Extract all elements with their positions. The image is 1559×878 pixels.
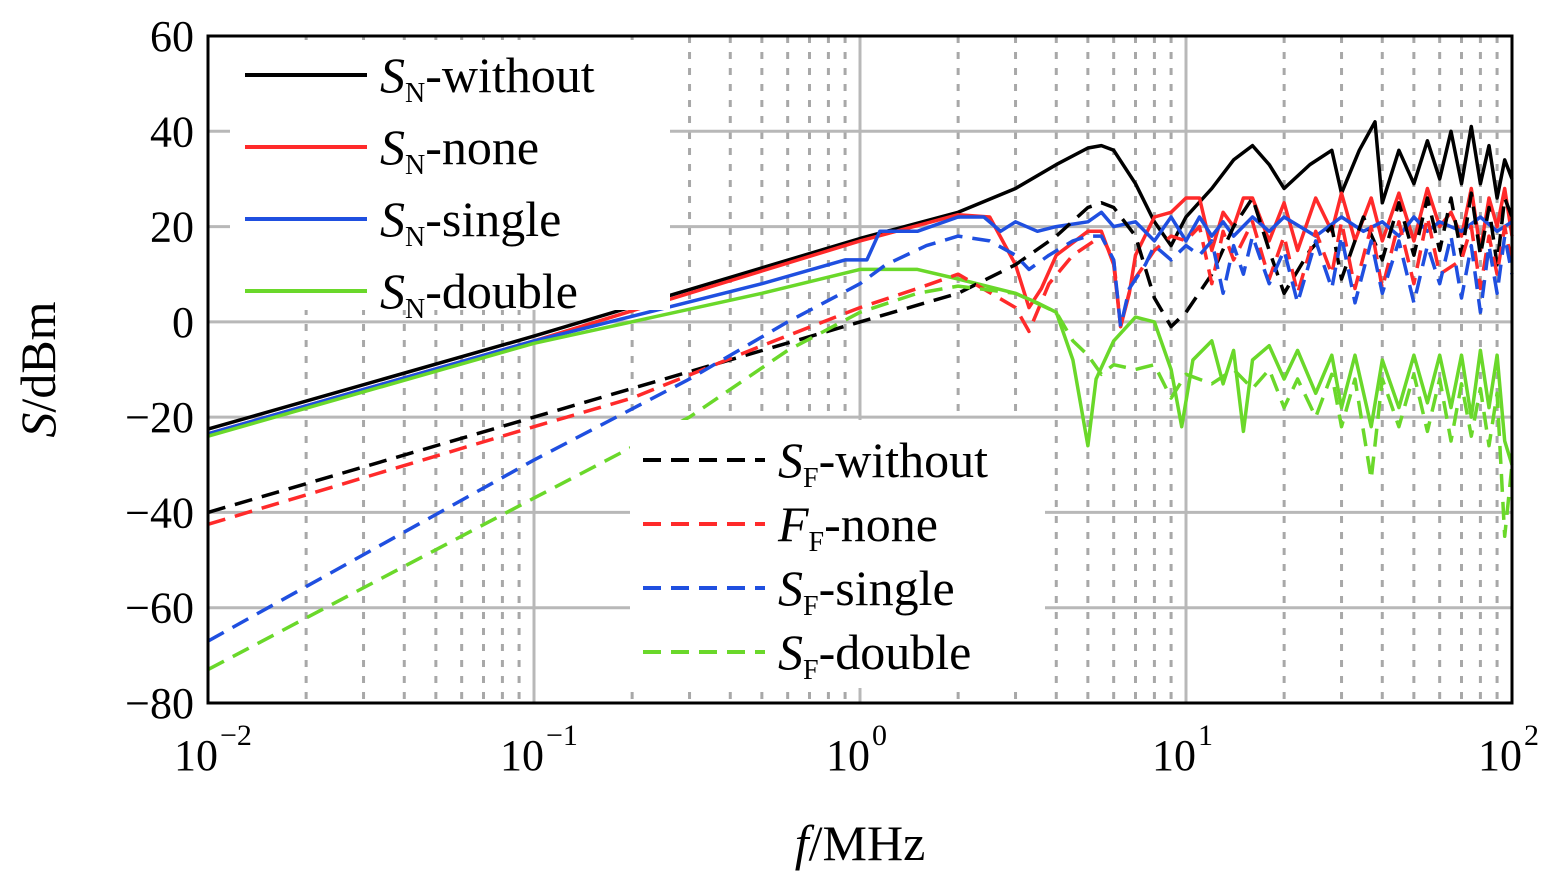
legend-var: S: [778, 624, 803, 680]
legend-entry: SF-without: [778, 432, 988, 494]
y-tick-label: −80: [125, 679, 194, 728]
legend-name-prefix: -: [425, 263, 442, 319]
legend-entry: SN-single: [380, 191, 561, 253]
legend-name: double: [835, 624, 971, 680]
x-tick-exponent: 0: [872, 719, 887, 752]
legend-var: S: [778, 560, 803, 616]
x-tick-exponent: 2: [1524, 719, 1539, 752]
legend-name: none: [442, 119, 539, 175]
legend-sub: F: [809, 527, 825, 558]
x-axis-label: f/MHz: [795, 815, 926, 871]
legend-name-prefix: -: [819, 560, 836, 616]
series-layer: [207, 120, 1514, 672]
y-tick-label: 60: [150, 12, 194, 61]
legend-entry: SN-none: [380, 119, 539, 181]
x-tick-label: 10: [174, 731, 218, 780]
legend-background: [630, 420, 1045, 688]
x-tick-exponent: 1: [1198, 719, 1213, 752]
legend-name-prefix: -: [425, 191, 442, 247]
legend-name-prefix: -: [824, 496, 841, 552]
legend-background: [230, 40, 670, 310]
series-line-n-without: [207, 120, 1514, 431]
y-tick-label: 0: [172, 298, 194, 347]
legend-var: S: [380, 191, 405, 247]
legend-name-prefix: -: [819, 432, 836, 488]
x-tick-label: 10: [1478, 731, 1522, 780]
x-tick-exponent: −2: [220, 719, 252, 752]
legend-entry: FF-none: [777, 496, 938, 558]
axis-labels: f/MHz S/dBm: [10, 301, 925, 871]
legend-name: single: [442, 191, 561, 247]
y-tick-label: 40: [150, 107, 194, 156]
y-tick-label: −20: [125, 393, 194, 442]
legend-entry: SF-single: [778, 560, 955, 622]
series-line-f-without: [207, 191, 1514, 515]
legend-name-prefix: -: [425, 47, 442, 103]
legend-var: F: [777, 496, 809, 552]
x-tick-label: 10: [500, 731, 544, 780]
legend-sub: N: [405, 294, 425, 325]
plot-frame: [206, 34, 1514, 705]
legend-name: double: [442, 263, 578, 319]
legend-var: S: [380, 47, 405, 103]
legend-name: without: [442, 47, 595, 103]
legend-name-prefix: -: [425, 119, 442, 175]
x-tick-label: 10: [1152, 731, 1196, 780]
legend-entry: SF-double: [778, 624, 971, 686]
legend-name: single: [835, 560, 954, 616]
series-line-f-double: [207, 284, 1514, 672]
legend-sub: N: [405, 150, 425, 181]
legend-sub: F: [803, 591, 819, 622]
legend-var: S: [380, 263, 405, 319]
legend-sub: N: [405, 222, 425, 253]
legend-sub: F: [803, 655, 819, 686]
y-axis-label-var: S: [10, 413, 66, 438]
legend-var: S: [778, 432, 803, 488]
series-line-n-single: [207, 210, 1513, 436]
x-tick-label: 10: [826, 731, 870, 780]
legend-sub: N: [405, 78, 425, 109]
legend-name: none: [841, 496, 938, 552]
series-line-f-single: [207, 234, 1514, 643]
series-line-f-none: [207, 215, 1514, 526]
x-tick-exponent: −1: [546, 719, 578, 752]
y-axis-label-unit: /dBm: [10, 301, 66, 412]
legend-sub: F: [803, 463, 819, 494]
x-axis-label-unit: /MHz: [809, 815, 926, 871]
y-tick-label: −40: [125, 488, 194, 537]
legend-entry: SN-without: [380, 47, 595, 109]
legend-entry: SN-double: [380, 263, 578, 325]
legend-name: without: [835, 432, 988, 488]
legend-name-prefix: -: [819, 624, 836, 680]
legend-var: S: [380, 119, 405, 175]
y-tick-label: −60: [125, 584, 194, 633]
y-tick-label: 20: [150, 203, 194, 252]
y-axis-label: S/dBm: [10, 301, 66, 437]
